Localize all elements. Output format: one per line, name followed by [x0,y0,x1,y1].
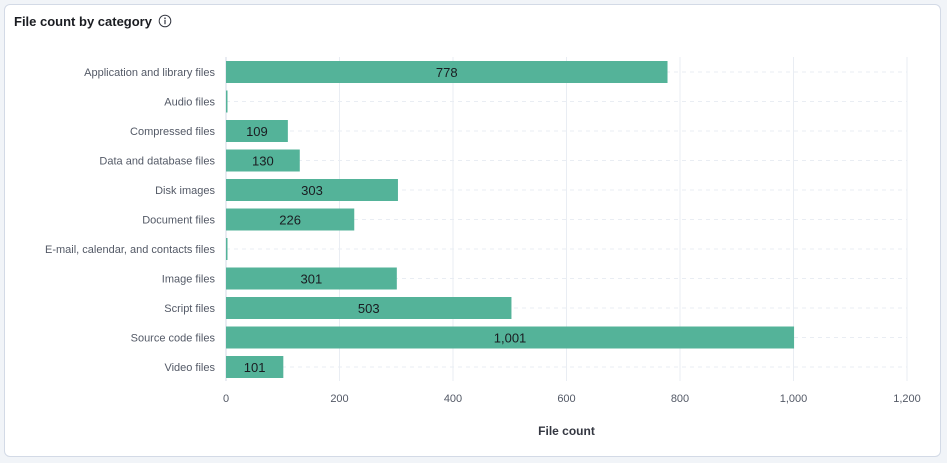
category-label: Script files [164,303,215,315]
bar-value-label: 226 [279,213,301,228]
bar-value-label: 1,001 [494,331,527,346]
bar[interactable] [226,208,355,231]
x-axis-title: File count [538,424,595,438]
category-label: Audio files [164,97,215,109]
bar[interactable] [226,120,288,142]
bar[interactable] [226,179,398,201]
category-label: Application and library files [84,67,215,79]
bar-value-label: 130 [252,154,274,169]
bar[interactable] [226,326,795,349]
x-tick-label: 600 [557,393,575,405]
info-circle-icon[interactable] [158,14,172,28]
category-label: Video files [164,362,215,374]
category-label: Document files [142,215,215,227]
x-tick-label: 1,000 [780,393,808,405]
bar-value-label: 303 [301,183,323,198]
category-label: Data and database files [99,156,215,168]
category-labels: Application and library files Audio files… [45,67,215,374]
x-tick-label: 800 [671,393,689,405]
x-tick-label: 0 [223,393,229,405]
bar[interactable] [226,356,284,378]
bar[interactable] [226,90,228,113]
category-label: Compressed files [130,126,215,138]
category-label: Disk images [155,185,215,197]
category-label: Image files [162,274,216,286]
bar-value-label: 109 [246,124,268,139]
bar[interactable] [226,61,668,83]
bar[interactable] [226,297,512,319]
category-label: E-mail, calendar, and contacts files [45,244,215,256]
category-label: Source code files [131,333,216,345]
panel-header: File count by category [14,12,172,30]
x-axis-ticks: 0 200 400 600 800 1,000 1,200 [223,393,921,405]
bar-value-label: 301 [301,272,323,287]
bar[interactable] [226,267,397,290]
bar-value-label: 778 [436,65,458,80]
x-tick-label: 1,200 [893,393,921,405]
bar-value-label: 503 [358,301,380,316]
x-tick-label: 400 [444,393,462,405]
bar[interactable] [226,149,300,172]
x-tick-label: 200 [330,393,348,405]
panel-title: File count by category [14,13,152,29]
bar[interactable] [226,238,228,260]
bar-value-label: 101 [244,360,266,375]
